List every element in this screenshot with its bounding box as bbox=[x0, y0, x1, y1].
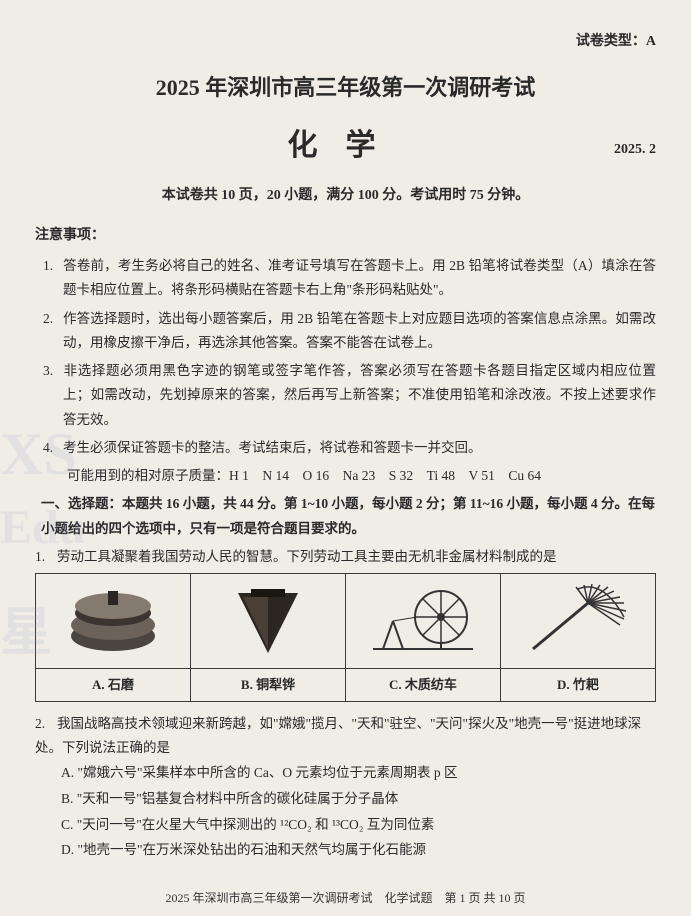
subject-text: 化学 bbox=[288, 129, 404, 162]
tool-label-b: B. 铜犁铧 bbox=[191, 669, 346, 701]
q2-options: A. "嫦娥六号"采集样本中所含的 Ca、O 元素均位于元素周期表 p 区 B.… bbox=[35, 760, 656, 863]
subject-title: 化学 2025. 2 bbox=[35, 120, 656, 164]
question-2: 2.我国战略高技术领域迎来新跨越，如"嫦娥"揽月、"天和"驻空、"天问"探火及"… bbox=[35, 712, 656, 863]
tool-table: A. 石磨 B. 铜犁铧 C. 木质纺车 D. 竹耙 bbox=[35, 573, 656, 701]
bamboo-rake-icon bbox=[518, 581, 638, 661]
tool-image-b bbox=[191, 574, 346, 669]
exam-page: 试卷类型：A 2025 年深圳市高三年级第一次调研考试 化学 2025. 2 本… bbox=[0, 0, 691, 884]
notice-item-1: 1.答卷前，考生务必将自己的姓名、准考证号填写在答题卡上。用 2B 铅笔将试卷类… bbox=[63, 254, 656, 303]
spinning-wheel-icon bbox=[363, 581, 483, 661]
exam-date: 2025. 2 bbox=[614, 142, 656, 158]
millstone-icon bbox=[58, 581, 168, 661]
plowshare-icon bbox=[213, 581, 323, 661]
q1-number: 1. bbox=[35, 545, 53, 569]
atomic-mass-line: 可能用到的相对原子质量：H 1 N 14 O 16 Na 23 S 32 Ti … bbox=[35, 464, 656, 484]
notice-list: 1.答卷前，考生务必将自己的姓名、准考证号填写在答题卡上。用 2B 铅笔将试卷类… bbox=[35, 254, 656, 460]
page-footer: 2025 年深圳市高三年级第一次调研考试 化学试题 第 1 页 共 10 页 bbox=[0, 889, 691, 906]
tool-image-d bbox=[501, 574, 656, 669]
exam-title: 2025 年深圳市高三年级第一次调研考试 bbox=[35, 70, 656, 102]
tool-image-c bbox=[346, 574, 501, 669]
q2-number: 2. bbox=[35, 712, 53, 736]
q2-text: 我国战略高技术领域迎来新跨越，如"嫦娥"揽月、"天和"驻空、"天问"探火及"地壳… bbox=[35, 716, 641, 755]
q2-option-a: A. "嫦娥六号"采集样本中所含的 Ca、O 元素均位于元素周期表 p 区 bbox=[61, 760, 656, 786]
q2-option-c: C. "天问一号"在火星大气中探测出的 ¹²CO₂ 和 ¹³CO₂ 互为同位素 bbox=[61, 812, 656, 838]
q1-text: 劳动工具凝聚着我国劳动人民的智慧。下列劳动工具主要由无机非金属材料制成的是 bbox=[53, 549, 557, 564]
notice-title: 注意事项： bbox=[35, 224, 656, 244]
tool-label-c: C. 木质纺车 bbox=[346, 669, 501, 701]
tool-label-a: A. 石磨 bbox=[36, 669, 191, 701]
tool-image-a bbox=[36, 574, 191, 669]
tool-label-d: D. 竹耙 bbox=[501, 669, 656, 701]
exam-meta: 本试卷共 10 页，20 小题，满分 100 分。考试用时 75 分钟。 bbox=[35, 184, 656, 204]
q2-option-d: D. "地壳一号"在万米深处钻出的石油和天然气均属于化石能源 bbox=[61, 837, 656, 863]
q2-option-b: B. "天和一号"铝基复合材料中所含的碳化硅属于分子晶体 bbox=[61, 786, 656, 812]
paper-type-label: 试卷类型：A bbox=[35, 30, 656, 50]
notice-item-4: 4.考生必须保证答题卡的整洁。考试结束后，将试卷和答题卡一并交回。 bbox=[63, 436, 656, 460]
question-1: 1.劳动工具凝聚着我国劳动人民的智慧。下列劳动工具主要由无机非金属材料制成的是 bbox=[35, 545, 656, 702]
section-header: 一、选择题：本题共 16 小题，共 44 分。第 1~10 小题，每小题 2 分… bbox=[35, 492, 656, 541]
notice-item-2: 2.作答选择题时，选出每小题答案后，用 2B 铅笔在答题卡上对应题目选项的答案信… bbox=[63, 307, 656, 356]
notice-item-3: 3.非选择题必须用黑色字迹的钢笔或签字笔作答，答案必须写在答题卡各题目指定区域内… bbox=[63, 359, 656, 432]
